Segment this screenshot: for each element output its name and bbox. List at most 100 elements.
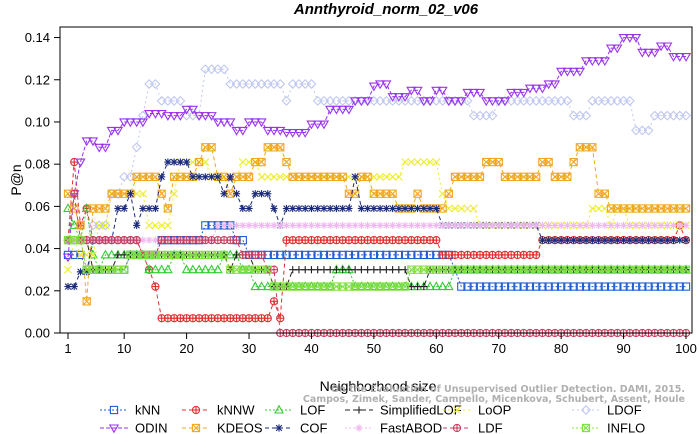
- data-point-fastabod: [320, 221, 328, 229]
- data-point-fastabod: [276, 221, 284, 229]
- data-point-simplifiedlof: [320, 266, 328, 274]
- data-point-loop: [388, 172, 397, 181]
- data-point-lof: [393, 281, 404, 291]
- data-point-cof: [669, 236, 678, 244]
- data-point-simplifiedlof: [332, 266, 341, 274]
- chart-title: Annthyroid_norm_02_v06: [293, 1, 479, 18]
- data-point-kdeos: [194, 157, 204, 167]
- series-kdeos: [63, 143, 691, 306]
- data-point-loop: [138, 189, 147, 198]
- data-point-fastabod: [613, 221, 621, 229]
- data-point-odin: [62, 253, 74, 263]
- data-point-odin: [162, 112, 174, 121]
- data-point-fastabod: [382, 221, 390, 229]
- legend-marker-knn: [109, 405, 119, 415]
- data-point-odin: [599, 57, 611, 67]
- data-point-knn: [457, 282, 466, 291]
- data-point-odin: [449, 97, 461, 107]
- data-point-lof: [356, 281, 367, 291]
- data-point-odin: [318, 120, 330, 130]
- data-point-cof: [582, 236, 590, 244]
- data-point-knn: [544, 282, 553, 291]
- data-point-odin: [562, 67, 573, 77]
- data-point-fastabod: [364, 221, 372, 229]
- data-point-cof: [339, 204, 347, 213]
- data-point-odin: [268, 126, 280, 136]
- y-tick-label: 0.12: [25, 72, 50, 87]
- data-point-fastabod: [339, 221, 347, 229]
- data-point-odin: [225, 118, 236, 128]
- y-tick-label: 0.02: [25, 283, 50, 298]
- data-point-fastabod: [676, 221, 684, 229]
- legend-item-lof: LOF: [265, 403, 325, 418]
- data-point-lof: [387, 281, 398, 291]
- data-point-fastabod: [314, 221, 322, 229]
- data-point-knn: [301, 250, 310, 260]
- data-point-kdeos: [276, 143, 285, 152]
- data-point-odin: [474, 88, 486, 98]
- data-point-kdeos: [163, 204, 173, 213]
- data-point-cof: [282, 204, 291, 213]
- data-point-knn: [338, 250, 347, 260]
- data-point-odin: [468, 88, 479, 98]
- data-point-knnw: [269, 297, 279, 306]
- y-axis-label: P@n: [8, 164, 24, 195]
- data-point-fastabod: [626, 221, 634, 229]
- data-point-cof: [70, 282, 78, 291]
- data-point-cof: [595, 236, 603, 244]
- data-point-odin: [580, 57, 592, 67]
- data-point-cof: [201, 173, 209, 181]
- data-point-fastabod: [607, 221, 615, 229]
- data-point-simplifiedlof: [395, 266, 403, 274]
- data-point-cof: [133, 221, 141, 229]
- data-point-knn: [288, 250, 297, 260]
- data-point-fastabod: [139, 236, 147, 244]
- data-point-knn: [463, 282, 472, 291]
- data-point-odin: [406, 86, 417, 96]
- data-point-odin: [175, 112, 186, 121]
- data-point-lof: [287, 281, 298, 291]
- data-point-knn: [394, 250, 403, 260]
- data-point-knn: [482, 282, 491, 291]
- data-point-knn: [294, 250, 304, 260]
- data-point-kdeos: [282, 157, 291, 167]
- legend-marker-knnw: [191, 405, 201, 415]
- data-point-knn: [326, 250, 335, 260]
- data-point-fastabod: [413, 221, 422, 229]
- data-point-loop: [401, 158, 410, 167]
- legend-marker-lof: [274, 404, 284, 414]
- data-point-lof: [69, 220, 80, 229]
- data-point-ldf: [257, 250, 266, 260]
- data-point-cof: [176, 158, 184, 166]
- data-point-odin: [655, 42, 667, 52]
- data-point-odin: [412, 86, 423, 96]
- data-point-fastabod: [351, 221, 359, 229]
- data-point-odin: [275, 126, 286, 136]
- data-point-fastabod: [638, 221, 646, 229]
- data-point-cof: [413, 204, 422, 213]
- data-point-knn: [269, 250, 279, 260]
- data-point-cof: [632, 236, 640, 244]
- data-point-inflo: [263, 265, 272, 274]
- data-point-loop: [382, 172, 391, 181]
- y-tick-label: 0.08: [25, 157, 50, 172]
- data-point-lof: [150, 264, 161, 274]
- data-point-simplifiedlof: [382, 266, 390, 274]
- data-point-knn: [613, 282, 622, 291]
- data-point-knn: [500, 282, 510, 291]
- data-point-odin: [100, 143, 111, 153]
- data-point-kdeos: [494, 157, 503, 167]
- data-point-knnw: [432, 235, 441, 245]
- data-point-lof: [381, 281, 392, 291]
- data-point-lof: [144, 264, 155, 274]
- data-point-odin: [680, 52, 692, 62]
- data-point-fastabod: [570, 221, 578, 229]
- y-tick-label: 0.10: [25, 114, 50, 129]
- x-tick-label: 80: [554, 341, 568, 356]
- y-tick-label: 0.06: [25, 199, 50, 214]
- data-point-odin: [187, 105, 199, 115]
- legend-item-loop: LoOP: [443, 403, 511, 418]
- data-point-fastabod: [395, 221, 403, 229]
- data-point-ldof: [581, 110, 592, 121]
- data-point-odin: [256, 118, 267, 128]
